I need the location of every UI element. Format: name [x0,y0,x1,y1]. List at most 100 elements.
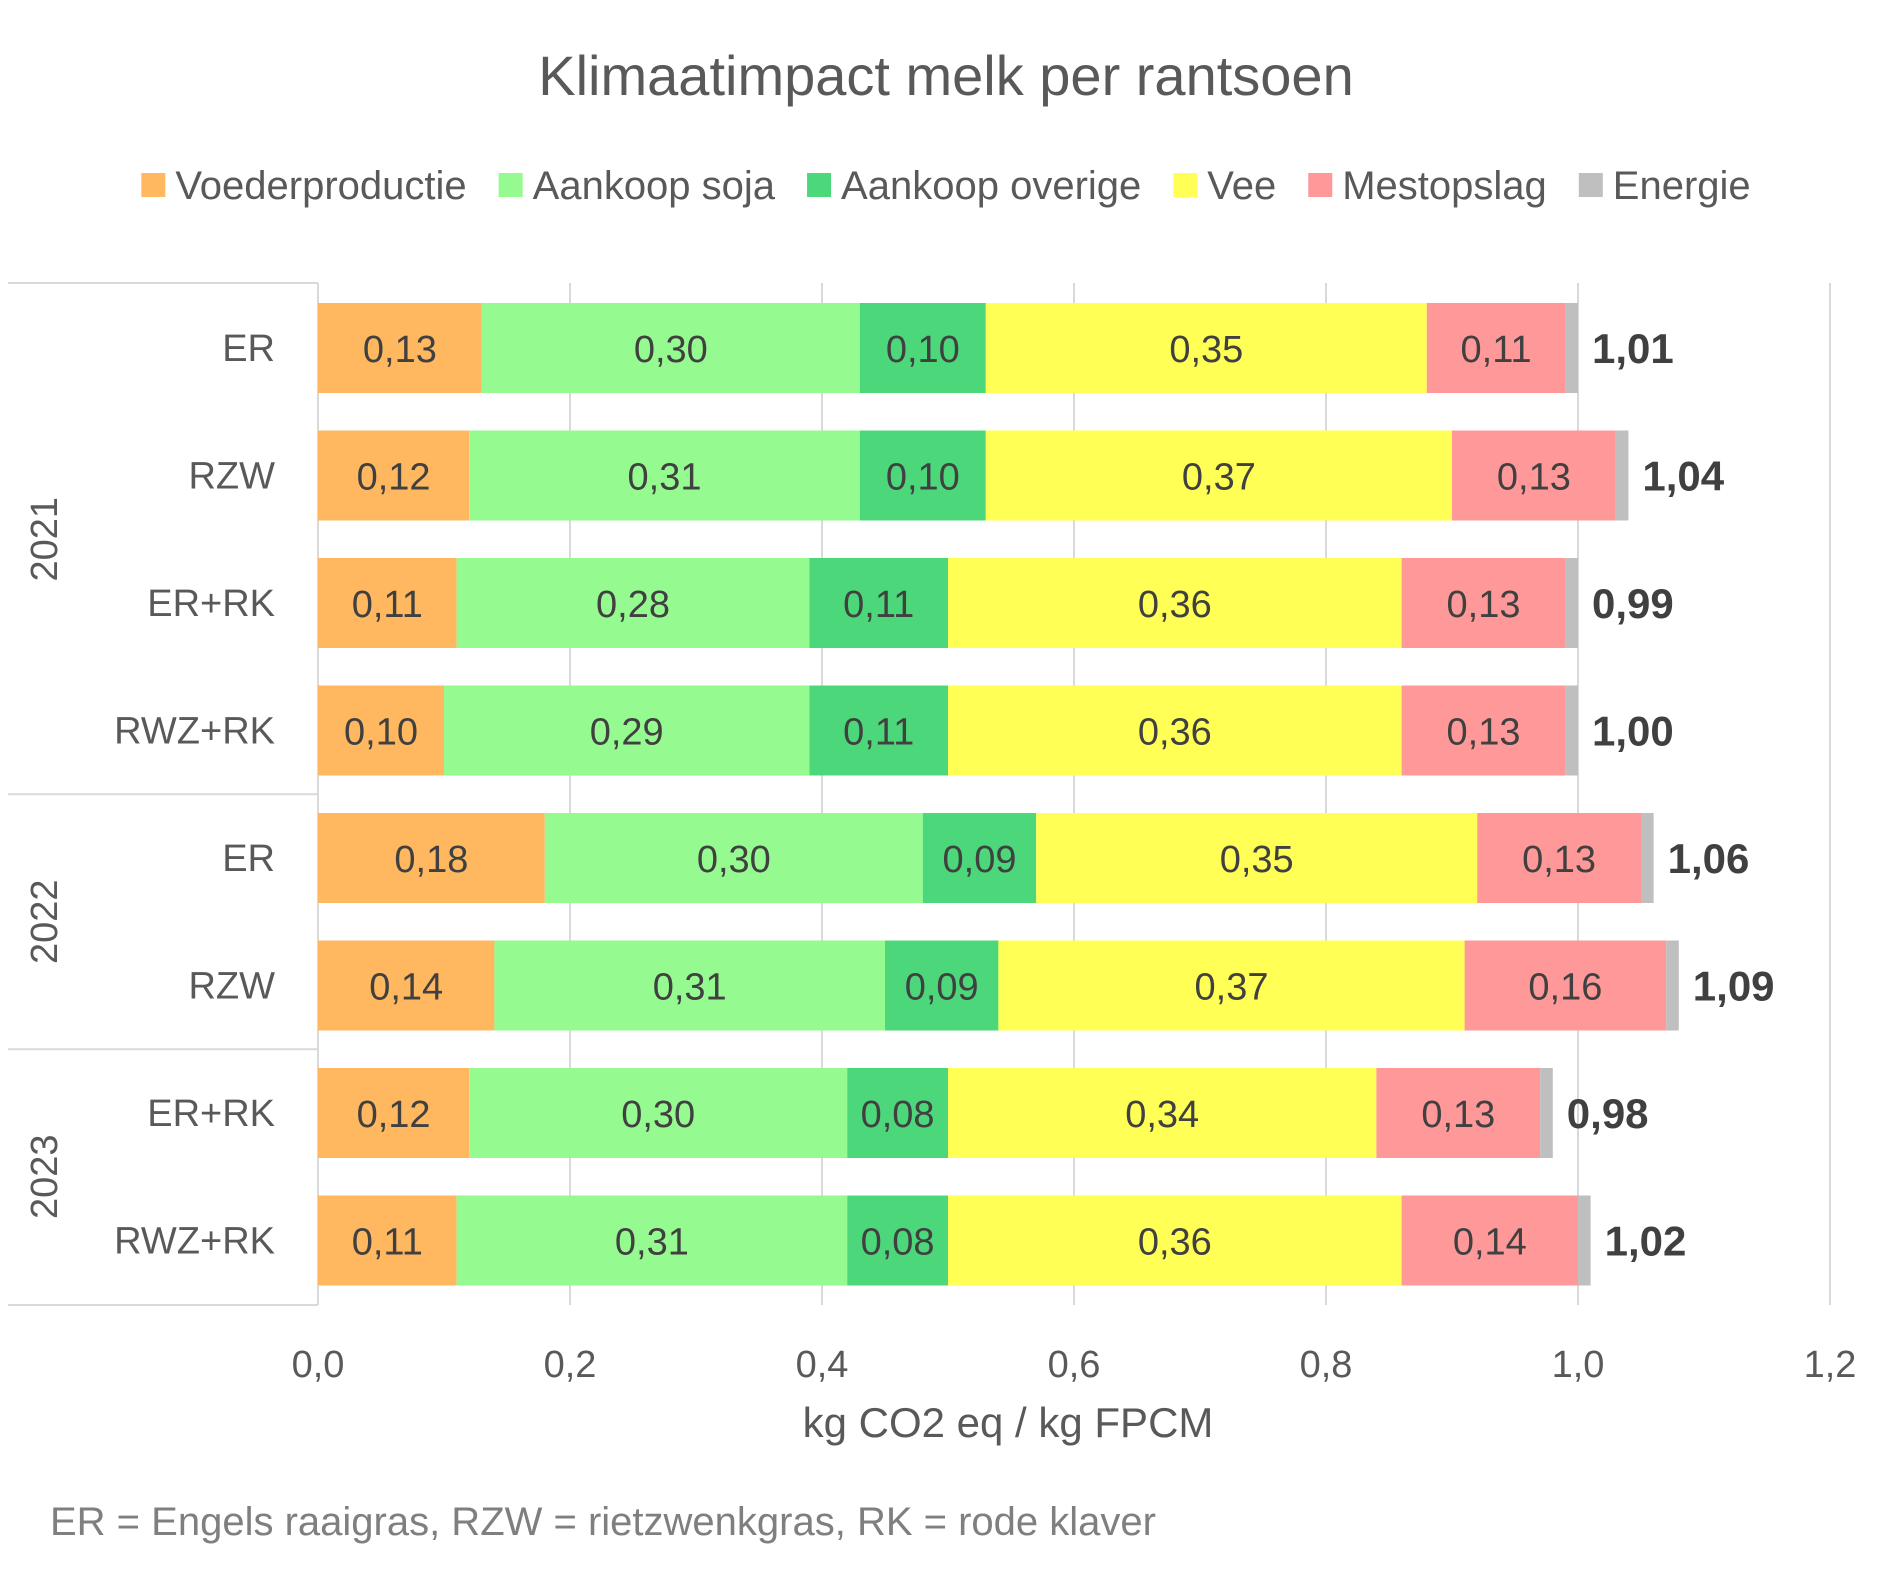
legend-swatch [807,173,832,197]
legend-item: Vee [1173,164,1276,208]
bar-segment [469,430,860,521]
data-label: 0,36 [1138,584,1212,626]
data-label: 0,11 [352,584,423,626]
data-label: 0,11 [843,712,914,754]
data-label: 0,14 [369,967,443,1009]
legend-item: Energie [1578,164,1751,208]
data-label: 0,31 [628,457,702,499]
bar-row: 0,11 0,28 0,11 0,36 0,13 0,99 [318,558,1674,648]
data-label: 0,08 [861,1222,935,1264]
category-label: ER+RK [147,583,275,625]
category-label: ER [222,838,275,880]
bar-segment [1565,685,1578,776]
x-axis-title: kg CO2 eq / kg FPCM [803,1399,1214,1446]
total-label: 0,98 [1567,1090,1649,1137]
legend-swatch [1308,173,1333,197]
legend-label: Energie [1613,164,1751,208]
bar-segment [1401,558,1566,648]
legend-swatch [1578,173,1603,197]
data-label: 0,10 [886,457,960,499]
data-label: 0,11 [352,1222,423,1264]
bar-segment [922,813,1037,903]
bar-segment [1666,940,1679,1031]
legend-swatch [141,173,166,197]
data-label: 0,13 [363,329,437,371]
data-label: 0,28 [596,584,670,626]
total-label: 1,02 [1605,1218,1687,1265]
legend-label: Aankoop overige [841,164,1141,208]
bar-segment [809,685,948,776]
legend-label: Aankoop soja [533,164,776,208]
data-label: 0,13 [1497,457,1571,499]
bar-segment [481,303,860,393]
bar-segment [544,813,923,903]
bar-segment [1426,303,1566,393]
data-label: 0,10 [886,329,960,371]
bar-segment [998,940,1465,1031]
data-label: 0,31 [615,1222,689,1264]
x-tick-label: 0,8 [1300,1344,1353,1386]
bar-segment [318,1195,457,1286]
data-label: 0,30 [634,329,708,371]
category-label: RWZ+RK [114,1221,275,1263]
bar-segment [948,1195,1402,1286]
data-label: 0,30 [697,839,771,881]
bar-segment [948,1068,1377,1158]
legend: Voederproductie Aankoop soja Aankoop overi… [141,164,1751,208]
data-label: 0,13 [1447,584,1521,626]
bar-segment [948,558,1402,648]
bar-segment [985,303,1427,393]
bar-row: 0,12 0,31 0,10 0,37 0,13 1,04 [318,430,1725,521]
bar-segment [809,558,948,648]
data-label: 0,09 [943,839,1017,881]
bar-segment [444,685,810,776]
data-label: 0,36 [1138,712,1212,754]
legend-label: Voederproductie [175,164,466,208]
legend-item: Aankoop soja [498,164,776,208]
bar-segment [985,430,1452,521]
bar-row: 0,11 0,31 0,08 0,36 0,14 1,02 [318,1195,1687,1286]
data-label: 0,09 [905,967,979,1009]
chart-title: Klimaatimpact melk per rantsoen [538,44,1353,107]
data-label: 0,29 [590,712,664,754]
category-labels: ER RZW ER+RK RWZ+RK ER RZW ER+RK RWZ+RK [114,328,275,1263]
bar-segment [1477,813,1641,903]
bar-segment [456,558,810,648]
legend-item: Aankoop overige [807,164,1141,208]
data-label: 0,35 [1169,329,1243,371]
bar-segment [1464,940,1667,1031]
data-label: 0,18 [394,839,468,881]
bar-segment [318,1068,470,1158]
data-label: 0,12 [357,457,431,499]
bar-segment [1641,813,1654,903]
data-label: 0,13 [1447,712,1521,754]
bar-segment [318,940,495,1031]
bar-segment [847,1068,948,1158]
data-label: 0,13 [1522,839,1596,881]
category-label: RZW [188,456,275,498]
bar-segment [318,558,457,648]
bar-segment [859,430,986,521]
bar-segment [948,685,1402,776]
legend-item: Voederproductie [141,164,467,208]
data-label: 0,08 [861,1094,935,1136]
legend-label: Mestopslag [1342,164,1547,208]
data-label: 0,16 [1528,967,1602,1009]
bar-segment [318,430,470,521]
bars: 0,13 0,30 0,10 0,35 0,11 1,01 0,12 0,31 0,10 0,37… [318,303,1775,1286]
bar-row: 0,18 0,30 0,09 0,35 0,13 1,06 [318,813,1749,903]
x-tick-label: 0,4 [796,1344,849,1386]
x-tick-label: 0,6 [1048,1344,1101,1386]
x-tick-label: 1,2 [1804,1344,1857,1386]
bar-segment [1401,1195,1578,1286]
total-label: 1,00 [1592,708,1674,755]
total-label: 1,09 [1693,963,1775,1010]
legend-swatch [498,173,523,197]
data-label: 0,10 [344,712,418,754]
bar-segment [1452,430,1616,521]
category-label: RZW [188,966,275,1008]
total-label: 0,99 [1592,580,1674,627]
data-label: 0,30 [621,1094,695,1136]
data-label: 0,36 [1138,1222,1212,1264]
